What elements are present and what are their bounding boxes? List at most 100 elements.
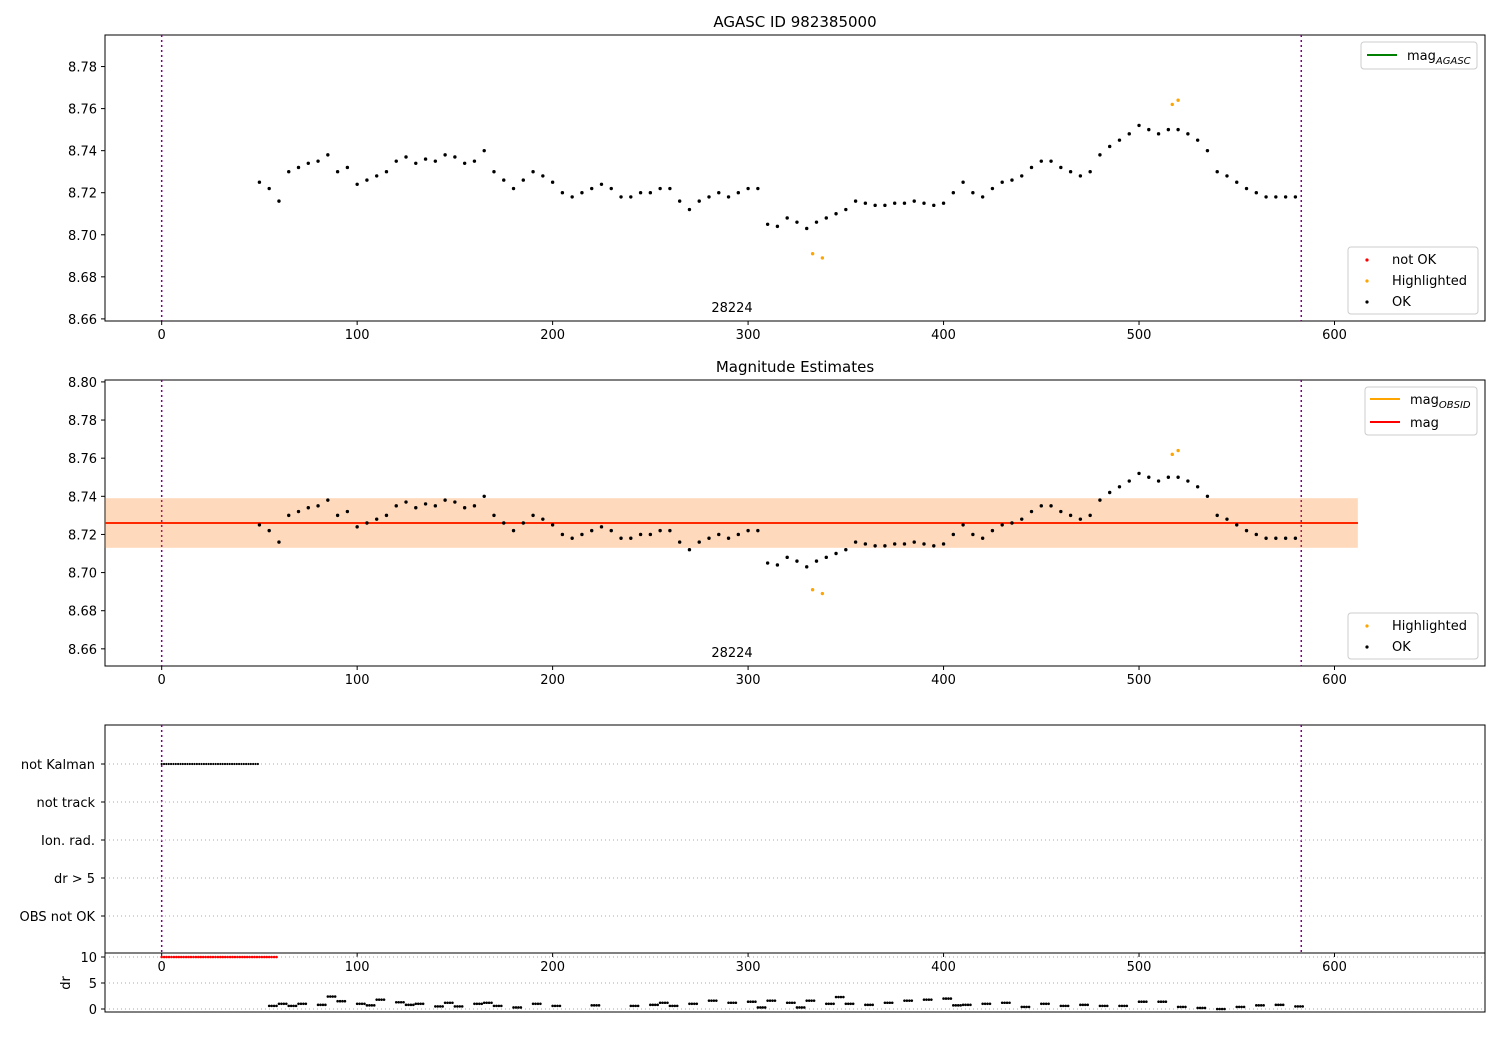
data-point bbox=[404, 500, 408, 504]
dr-point bbox=[372, 1004, 376, 1007]
dr-point bbox=[421, 1002, 425, 1006]
dr-point bbox=[729, 1001, 733, 1005]
dr-point-flagged bbox=[160, 955, 163, 959]
data-point bbox=[648, 532, 653, 537]
data-point bbox=[502, 521, 506, 525]
data-point bbox=[1147, 475, 1151, 479]
dr-point bbox=[1179, 1005, 1182, 1009]
not-kalman-point bbox=[193, 762, 196, 766]
dr-point bbox=[1123, 1004, 1126, 1008]
dr-point bbox=[355, 1002, 359, 1006]
dr-point bbox=[436, 1005, 440, 1008]
dr-point-flagged bbox=[241, 955, 244, 959]
data-point bbox=[795, 559, 799, 563]
y-tick-label: 8.68 bbox=[68, 605, 97, 620]
data-point bbox=[1000, 180, 1004, 184]
data-point bbox=[511, 186, 516, 191]
dr-point-flagged bbox=[175, 955, 178, 959]
dr-ylabel: dr bbox=[59, 976, 74, 990]
y-tick-label: 10 bbox=[80, 951, 97, 966]
dr-point bbox=[1027, 1005, 1031, 1009]
dr-point bbox=[556, 1004, 559, 1008]
not-kalman-point bbox=[179, 762, 182, 766]
dr-point-flagged bbox=[170, 955, 173, 959]
not-kalman-point bbox=[216, 762, 220, 766]
data-point bbox=[687, 207, 692, 212]
data-point bbox=[1039, 159, 1043, 163]
x-tick-label: 600 bbox=[1322, 328, 1347, 343]
data-point bbox=[1195, 138, 1200, 142]
data-point bbox=[1068, 169, 1073, 174]
dr-point bbox=[754, 1000, 757, 1004]
data-point bbox=[1098, 498, 1102, 502]
dr-point bbox=[1281, 1003, 1285, 1007]
dr-point bbox=[651, 1003, 655, 1007]
dr-point bbox=[419, 1002, 422, 1006]
not-kalman-point bbox=[195, 762, 198, 766]
dr-point bbox=[707, 999, 711, 1002]
dr-point bbox=[409, 1003, 413, 1007]
data-point bbox=[629, 195, 633, 199]
dr-point bbox=[675, 1004, 679, 1008]
data-point bbox=[736, 532, 741, 537]
dr-point bbox=[802, 1006, 806, 1009]
dr-point-flagged bbox=[211, 955, 215, 959]
data-point bbox=[1029, 509, 1034, 514]
data-point bbox=[814, 559, 819, 563]
data-point bbox=[599, 525, 604, 529]
data-point bbox=[765, 222, 770, 226]
y-tick-label: 8.76 bbox=[68, 103, 97, 118]
dr-point bbox=[1118, 1004, 1121, 1008]
dr-point bbox=[448, 1001, 452, 1005]
not-kalman-point bbox=[174, 762, 177, 766]
data-point bbox=[1088, 169, 1092, 174]
data-point bbox=[1244, 528, 1249, 533]
dr-point bbox=[1262, 1004, 1265, 1007]
dr-point bbox=[983, 1002, 987, 1006]
dr-point bbox=[795, 1006, 799, 1009]
not-kalman-point bbox=[252, 762, 255, 766]
dr-point bbox=[377, 998, 381, 1001]
dr-point-flagged bbox=[209, 955, 212, 959]
dr-point bbox=[658, 1001, 662, 1005]
not-kalman-point bbox=[221, 762, 224, 766]
dr-point bbox=[1196, 1006, 1199, 1010]
dr-point-flagged bbox=[255, 955, 259, 959]
dr-point bbox=[434, 1005, 437, 1008]
data-point bbox=[824, 555, 828, 560]
x-tick-label: 500 bbox=[1127, 673, 1152, 688]
dr-point bbox=[456, 1005, 459, 1008]
y-tick-label: 8.78 bbox=[68, 414, 97, 429]
not-kalman-point bbox=[198, 762, 201, 766]
dr-point bbox=[517, 1006, 520, 1009]
not-kalman-point bbox=[162, 762, 166, 766]
legend-middle-points: Highlighted OK bbox=[1347, 612, 1479, 660]
dr-point-flagged bbox=[201, 955, 205, 959]
svg-text:magOBSID: magOBSID bbox=[1410, 393, 1471, 411]
not-kalman-point bbox=[249, 762, 252, 766]
not-kalman-point bbox=[230, 762, 234, 766]
data-point bbox=[1117, 138, 1122, 142]
dr-point-flagged bbox=[219, 955, 222, 959]
dr-point bbox=[460, 1005, 464, 1008]
data-point bbox=[1156, 132, 1161, 136]
not-kalman-point bbox=[219, 762, 222, 766]
dr-point bbox=[732, 1001, 735, 1005]
dr-point bbox=[688, 1002, 691, 1006]
dr-point-flagged bbox=[228, 955, 232, 959]
dr-point bbox=[849, 1002, 853, 1006]
data-point bbox=[1088, 513, 1092, 518]
data-point bbox=[1010, 521, 1014, 525]
data-point bbox=[765, 561, 770, 565]
x-tick-label: 200 bbox=[540, 328, 565, 343]
data-point bbox=[345, 509, 350, 514]
legend-label: not OK bbox=[1392, 253, 1437, 268]
dr-point bbox=[287, 1004, 291, 1008]
data-point bbox=[472, 159, 477, 163]
dr-point bbox=[807, 999, 811, 1002]
dr-point bbox=[473, 1002, 476, 1006]
data-point bbox=[707, 536, 711, 540]
dr-point bbox=[360, 1002, 364, 1006]
dr-point bbox=[590, 1004, 594, 1007]
dr-point bbox=[275, 1004, 278, 1008]
